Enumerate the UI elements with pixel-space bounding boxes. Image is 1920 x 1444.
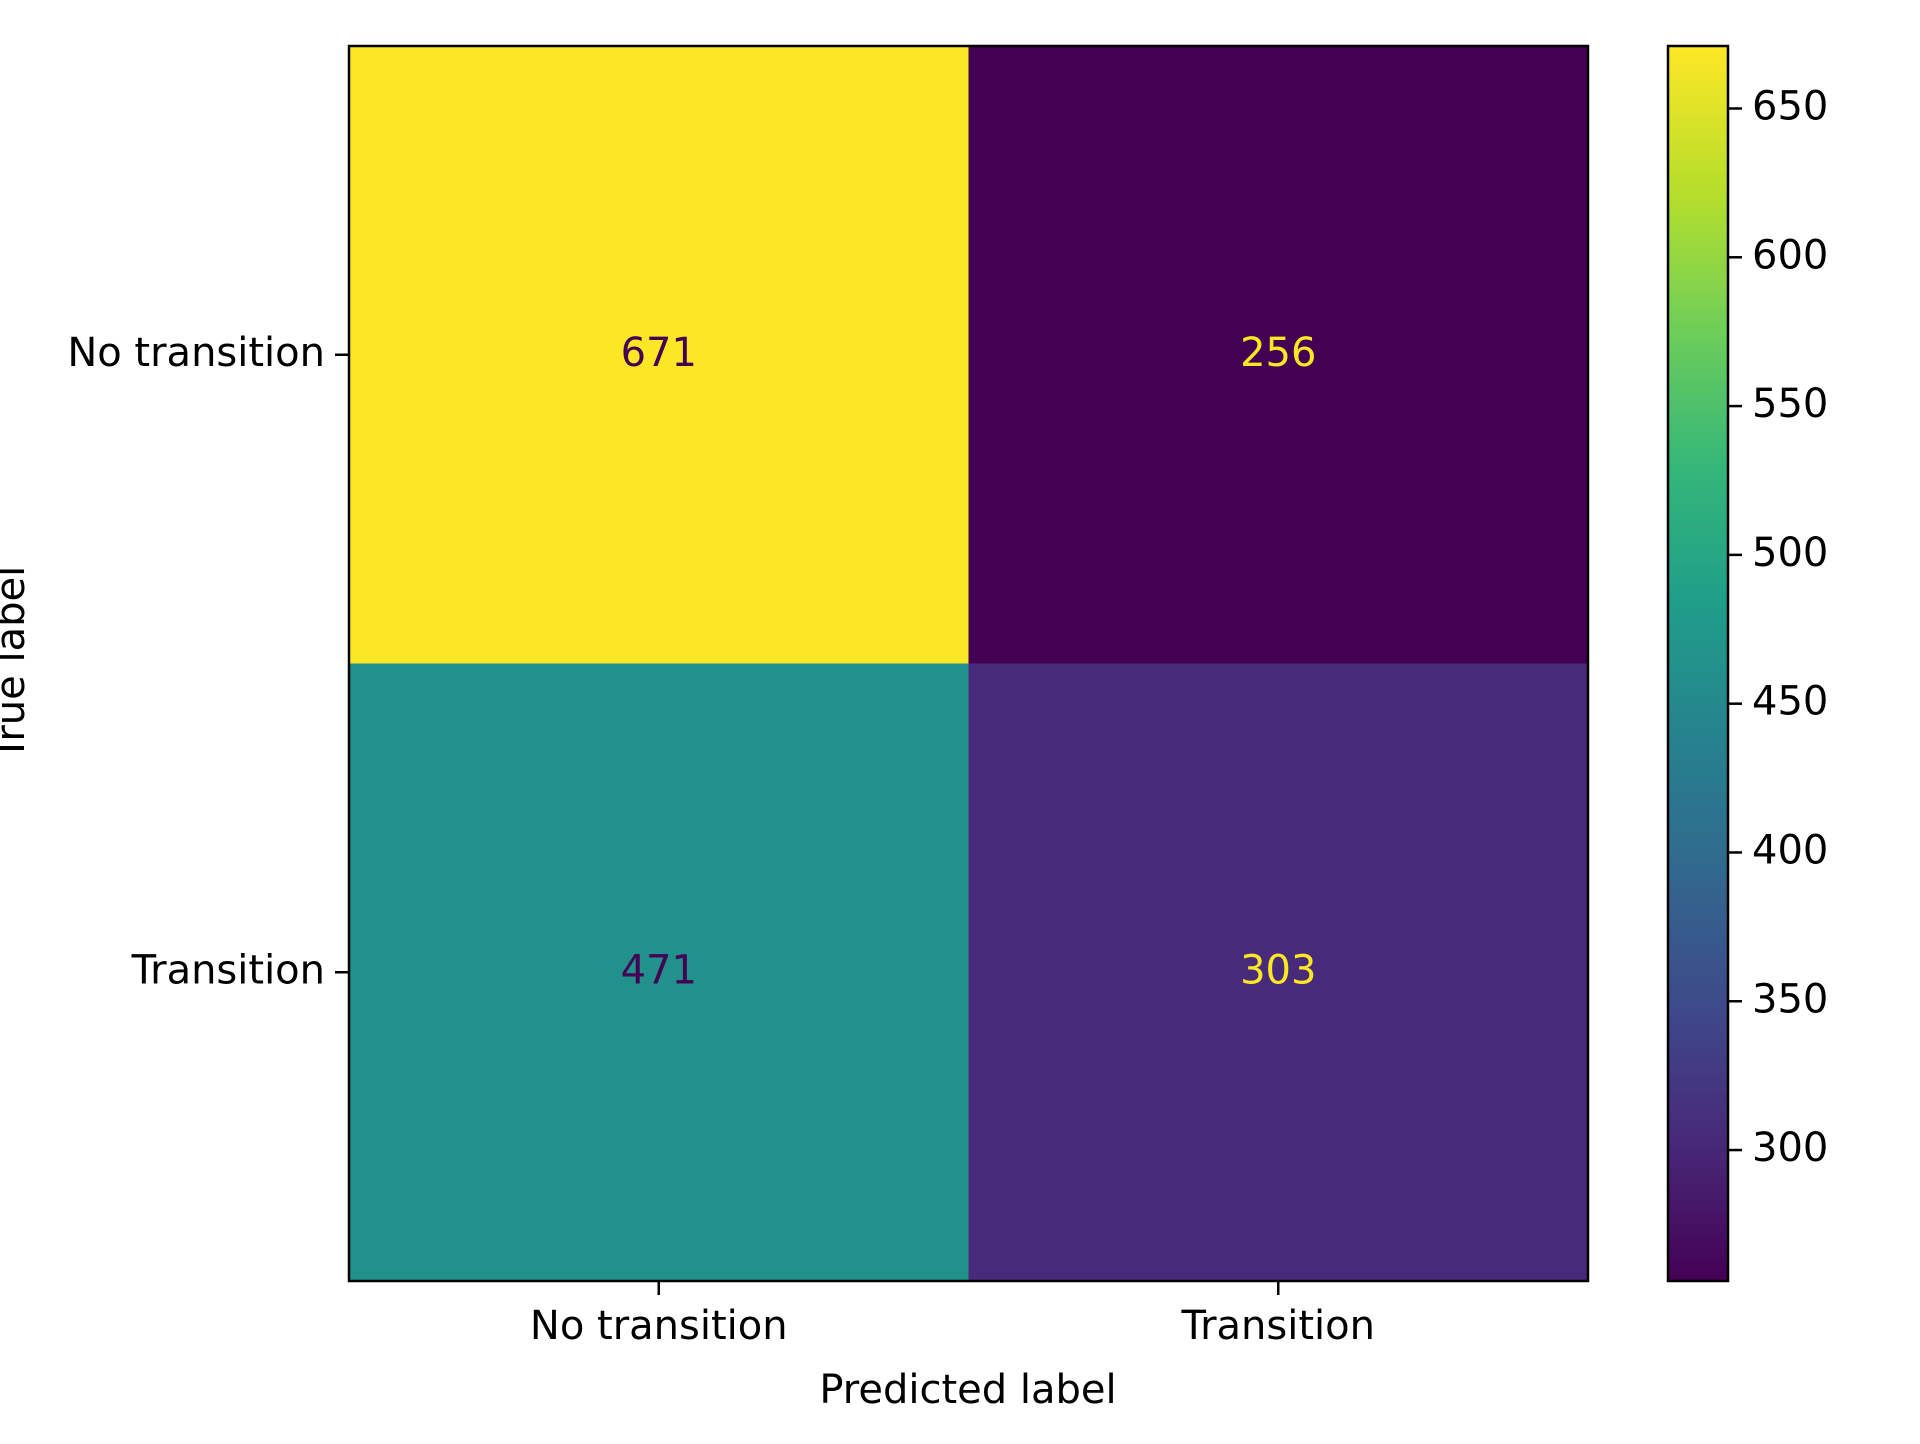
colorbar-tick-label: 450	[1752, 679, 1828, 725]
heatmap-cell	[349, 46, 969, 664]
colorbar-tick-label: 500	[1752, 530, 1828, 576]
colorbar-tick-label: 300	[1752, 1125, 1828, 1171]
cell-value-label: 303	[1240, 947, 1316, 993]
axes-frame	[347, 44, 1590, 1283]
cell-value-label: 256	[1240, 330, 1316, 376]
cell-value-label: 471	[621, 947, 697, 993]
x-tick-label: No transition	[530, 1303, 788, 1349]
colorbar-tick-label: 550	[1752, 381, 1828, 427]
y-axis-label: True label	[0, 566, 34, 761]
heatmap-cell	[968, 46, 1588, 664]
y-tick-label: Transition	[131, 947, 325, 993]
colorbar-tick-label: 650	[1752, 83, 1828, 129]
heatmap-cell	[968, 663, 1588, 1281]
x-tick-label: Transition	[1181, 1303, 1375, 1349]
cell-value-labels: 671 256 471 303	[621, 330, 1317, 994]
heatmap-cell	[349, 663, 969, 1281]
heatmap-cells	[349, 46, 1588, 1281]
colorbar-ticks: 300 350 400 450 500 550 600 650	[1728, 83, 1828, 1171]
colorbar-tick-label: 350	[1752, 976, 1828, 1022]
colorbar	[1666, 44, 1730, 1283]
x-axis-label: Predicted label	[819, 1367, 1116, 1413]
y-tick-label: No transition	[67, 330, 325, 376]
colorbar-tick-label: 400	[1752, 827, 1828, 873]
axis-ticks: No transition Transition No transition Tran…	[67, 330, 1375, 1349]
cell-value-label: 671	[621, 330, 697, 376]
colorbar-tick-label: 600	[1752, 232, 1828, 278]
